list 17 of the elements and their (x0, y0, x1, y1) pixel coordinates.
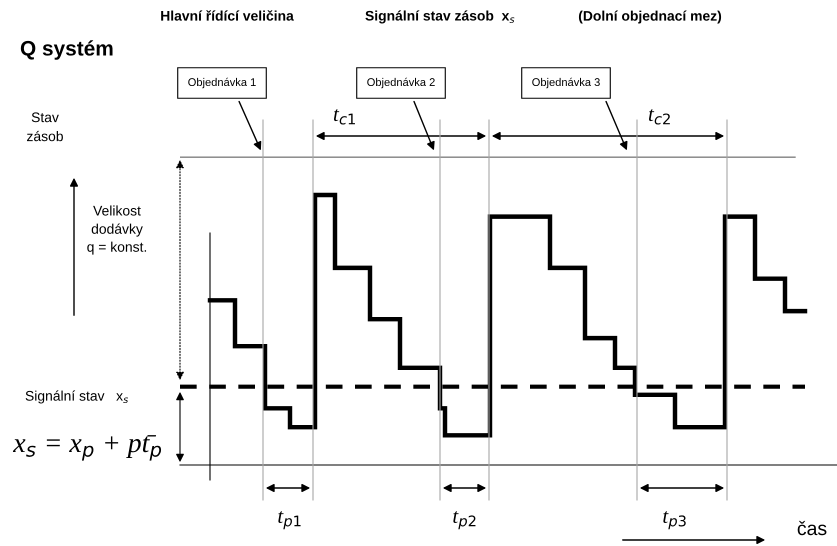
ref-line-label: Signální stav x$_{s}$ (26, 390, 128, 404)
text: Stav zásob (27, 112, 63, 142)
text: (Dolní objednací mez) (578, 10, 722, 24)
text: t$_{p1}$ (278, 511, 301, 530)
text: t$_{c1}$ (334, 109, 355, 124)
text: t$_{p3}$ (663, 511, 686, 530)
text: čas (798, 520, 826, 536)
text: Velikost dodávky q = konst. (87, 205, 146, 255)
text: Objednávka 3 (532, 78, 600, 88)
text: Hlavní řídící veličina (161, 10, 294, 21)
text: Objednávka 2 (367, 78, 435, 88)
text: t$_{p2}$ (453, 511, 476, 530)
text: Signální stav zásob x$_{s}$ (365, 10, 514, 24)
chart-title: Q systém (20, 40, 113, 60)
text: x$_{s}$ = x$_{p}$ + pt̄$_{p}$ (12, 435, 162, 461)
text: Objednávka 1 (188, 78, 256, 88)
text: t$_{c2}$ (648, 109, 670, 124)
